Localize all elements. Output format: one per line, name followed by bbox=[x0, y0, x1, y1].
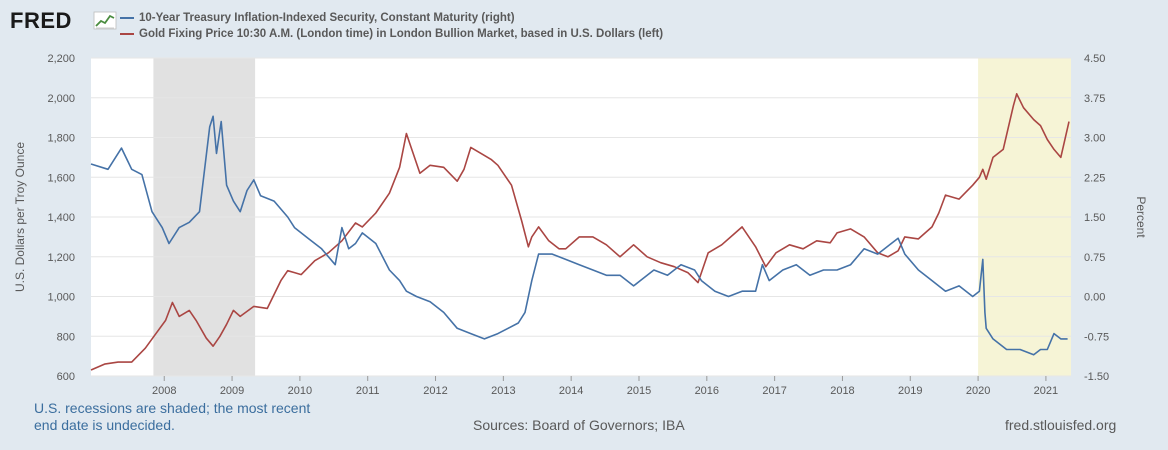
right-tick-label: 1.50 bbox=[1084, 212, 1105, 224]
left-tick-label: 1,600 bbox=[47, 172, 75, 184]
x-tick-label: 2011 bbox=[356, 385, 380, 397]
right-tick-label: -1.50 bbox=[1084, 371, 1109, 383]
right-tick-label: -0.75 bbox=[1084, 331, 1109, 343]
grid-lines bbox=[91, 57, 1071, 377]
fred-logo[interactable]: FRED bbox=[10, 8, 118, 36]
right-tick-label: 0.00 bbox=[1084, 292, 1105, 304]
x-tick-label: 2020 bbox=[966, 385, 990, 397]
right-tick-label: 0.75 bbox=[1084, 252, 1105, 264]
x-tick-label: 2019 bbox=[898, 385, 922, 397]
left-axis-label: U.S. Dollars per Troy Ounce bbox=[13, 142, 27, 292]
recession-note-line-2: end date is undecided. bbox=[34, 417, 175, 433]
left-tick-label: 1,400 bbox=[47, 212, 75, 224]
right-axis: -1.50 -0.75 0.00 0.75 1.50 2.25 3.00 3.75 4.50 bbox=[1084, 53, 1109, 383]
left-tick-label: 2,200 bbox=[47, 53, 75, 65]
recession-note-line-1: U.S. recessions are shaded; the most rec… bbox=[34, 400, 311, 416]
right-tick-label: 3.00 bbox=[1084, 133, 1105, 145]
x-tick-label: 2015 bbox=[627, 385, 651, 397]
left-tick-label: 600 bbox=[57, 371, 75, 383]
x-tick-label: 2008 bbox=[152, 385, 176, 397]
x-axis: 2008 2009 2010 2011 2012 2013 2014 2015 2016 2017… bbox=[152, 376, 1058, 397]
sources-text: Sources: Board of Governors; IBA bbox=[473, 417, 685, 433]
gold-price-line bbox=[90, 93, 1070, 371]
x-tick-label: 2009 bbox=[220, 385, 244, 397]
trend-line-icon bbox=[93, 11, 117, 30]
legend-swatch-gold bbox=[120, 32, 134, 35]
left-tick-label: 1,000 bbox=[47, 292, 75, 304]
left-axis: 600 800 1,000 1,200 1,400 1,600 1,800 2,000 2,20… bbox=[47, 53, 75, 383]
x-tick-label: 2016 bbox=[695, 385, 719, 397]
x-tick-label: 2010 bbox=[288, 385, 312, 397]
series-layer bbox=[90, 93, 1070, 371]
chart-area: 600 800 1,000 1,200 1,400 1,600 1,800 2,000 2,20… bbox=[13, 53, 1148, 397]
site-link[interactable]: fred.stlouisfed.org bbox=[1005, 417, 1117, 433]
fred-logo-text: FRED bbox=[10, 9, 72, 31]
right-tick-label: 3.75 bbox=[1084, 93, 1105, 105]
legend-entry-tips: 10-Year Treasury Inflation-Indexed Secur… bbox=[120, 12, 515, 24]
x-tick-label: 2013 bbox=[491, 385, 515, 397]
right-axis-label: Percent bbox=[1134, 196, 1148, 238]
legend-entry-gold: Gold Fixing Price 10:30 A.M. (London tim… bbox=[120, 28, 663, 40]
right-tick-label: 4.50 bbox=[1084, 53, 1105, 65]
x-tick-label: 2017 bbox=[762, 385, 786, 397]
legend-label-gold: Gold Fixing Price 10:30 A.M. (London tim… bbox=[139, 28, 664, 40]
tips-yield-line bbox=[90, 115, 1068, 356]
left-tick-label: 1,800 bbox=[47, 133, 75, 145]
left-tick-label: 2,000 bbox=[47, 93, 75, 105]
left-tick-label: 1,200 bbox=[47, 252, 75, 264]
x-tick-label: 2014 bbox=[559, 385, 583, 397]
x-tick-label: 2012 bbox=[423, 385, 447, 397]
recession-note: U.S. recessions are shaded; the most rec… bbox=[34, 400, 334, 434]
right-tick-label: 2.25 bbox=[1084, 172, 1105, 184]
left-tick-label: 800 bbox=[57, 331, 75, 343]
legend-label-tips: 10-Year Treasury Inflation-Indexed Secur… bbox=[139, 12, 515, 24]
legend-swatch-tips bbox=[120, 16, 134, 19]
x-tick-label: 2018 bbox=[830, 385, 854, 397]
x-tick-label: 2021 bbox=[1034, 385, 1058, 397]
